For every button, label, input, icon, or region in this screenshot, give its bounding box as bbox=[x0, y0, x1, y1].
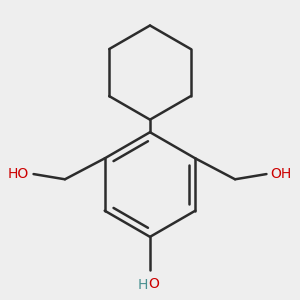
Text: H: H bbox=[137, 278, 148, 292]
Text: O: O bbox=[148, 277, 159, 291]
Text: OH: OH bbox=[271, 167, 292, 181]
Text: HO: HO bbox=[8, 167, 29, 181]
